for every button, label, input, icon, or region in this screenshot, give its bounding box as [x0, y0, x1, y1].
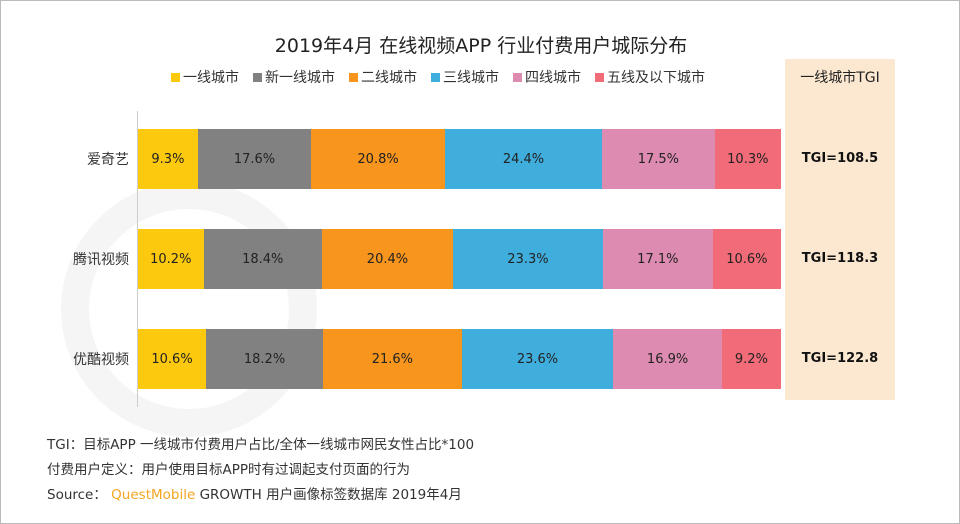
tgi-panel: 一线城市TGI: [785, 59, 895, 400]
bar-segment: 9.3%: [138, 129, 198, 189]
category-label: 优酷视频: [73, 352, 129, 368]
legend-label: 新一线城市: [265, 70, 335, 86]
legend-label: 一线城市: [183, 70, 239, 86]
tgi-definition: TGI：目标APP 一线城市付费用户占比/全体一线城市网民女性占比*100: [47, 437, 475, 453]
tgi-value: TGI=122.8: [801, 351, 879, 366]
bar-segment: 10.6%: [138, 329, 207, 389]
data-label: 10.6%: [726, 251, 768, 267]
bar-segment: 17.1%: [602, 229, 713, 289]
data-label: 18.2%: [243, 351, 286, 367]
data-label: 23.3%: [507, 251, 549, 267]
bar-segment: 17.6%: [197, 129, 312, 189]
data-label: 20.8%: [357, 151, 399, 167]
legend-label: 四线城市: [525, 70, 581, 86]
legend-swatch: [595, 72, 604, 82]
legend: 一线城市 新一线城市 二线城市 三线城市 四线城市 五线及以下城市: [171, 67, 705, 87]
data-label: 10.3%: [727, 151, 769, 167]
legend-swatch: [171, 72, 180, 82]
paid-user-definition: 付费用户定义：用户使用目标APP时有过调起支付页面的行为: [47, 462, 411, 478]
bar-segment: 18.2%: [206, 329, 323, 389]
footnotes: TGI：目标APP 一线城市付费用户占比/全体一线城市网民女性占比*100 付费…: [47, 433, 474, 508]
stacked-bar: 10.2% 18.4% 20.4% 23.3% 17.1% 10.6%: [138, 229, 781, 289]
source-rest: GROWTH 用户画像标签数据库 2019年4月: [199, 487, 462, 503]
tgi-value: TGI=118.3: [801, 251, 879, 266]
data-label: 17.6%: [233, 151, 276, 167]
legend-label: 五线及以下城市: [607, 70, 705, 86]
chart-title: 2019年4月 在线视频APP 行业付费用户城际分布: [274, 35, 688, 57]
data-label: 24.4%: [502, 151, 545, 167]
data-label: 10.6%: [151, 351, 193, 367]
legend-item: 二线城市: [349, 67, 417, 87]
bar-segment: 24.4%: [445, 129, 603, 189]
category-label: 腾讯视频: [73, 252, 129, 268]
legend-item: 四线城市: [513, 67, 581, 87]
legend-item: 三线城市: [431, 67, 499, 87]
legend-swatch: [431, 72, 440, 82]
bar-segment: 21.6%: [322, 329, 462, 389]
bar-segment: 23.6%: [461, 329, 614, 389]
bar-segment: 9.2%: [721, 329, 781, 389]
y-axis-line: [137, 111, 138, 407]
bar-segment: 10.6%: [712, 229, 781, 289]
stacked-bar: 10.6% 18.2% 21.6% 23.6% 16.9% 9.2%: [138, 329, 781, 389]
category-label: 爱奇艺: [87, 152, 129, 168]
bar-segment: 17.5%: [602, 129, 715, 189]
bar-segment: 10.2%: [138, 229, 204, 289]
bar-segment: 16.9%: [613, 329, 722, 389]
legend-label: 二线城市: [361, 70, 417, 86]
source-prefix: Source：: [47, 487, 107, 503]
data-label: 9.3%: [151, 151, 185, 167]
bar-segment: 20.4%: [321, 229, 454, 289]
source-line: Source： QuestMobile GROWTH 用户画像标签数据库 201…: [47, 483, 474, 508]
bar-segment: 10.3%: [714, 129, 781, 189]
tgi-value: TGI=108.5: [801, 151, 879, 166]
data-label: 17.1%: [637, 251, 679, 267]
legend-item: 五线及以下城市: [595, 67, 705, 87]
legend-item: 一线城市: [171, 67, 239, 87]
legend-label: 三线城市: [443, 70, 499, 86]
data-label: 20.4%: [366, 251, 409, 267]
legend-swatch: [253, 72, 262, 82]
data-label: 10.2%: [150, 251, 192, 267]
legend-item: 新一线城市: [253, 67, 335, 87]
legend-swatch: [349, 72, 358, 82]
source-brand: QuestMobile: [111, 487, 196, 503]
data-label: 21.6%: [371, 351, 413, 367]
bar-segment: 18.4%: [203, 229, 322, 289]
bar-segment: 23.3%: [453, 229, 603, 289]
tgi-header: 一线城市TGI: [800, 70, 880, 86]
data-label: 16.9%: [646, 351, 689, 367]
bar-segment: 20.8%: [311, 129, 445, 189]
data-label: 23.6%: [516, 351, 559, 367]
legend-swatch: [513, 72, 522, 82]
data-label: 17.5%: [637, 151, 680, 167]
watermark-circle: [61, 181, 317, 437]
stacked-bar: 9.3% 17.6% 20.8% 24.4% 17.5% 10.3%: [138, 129, 781, 189]
data-label: 18.4%: [242, 251, 284, 267]
data-label: 9.2%: [734, 351, 768, 367]
